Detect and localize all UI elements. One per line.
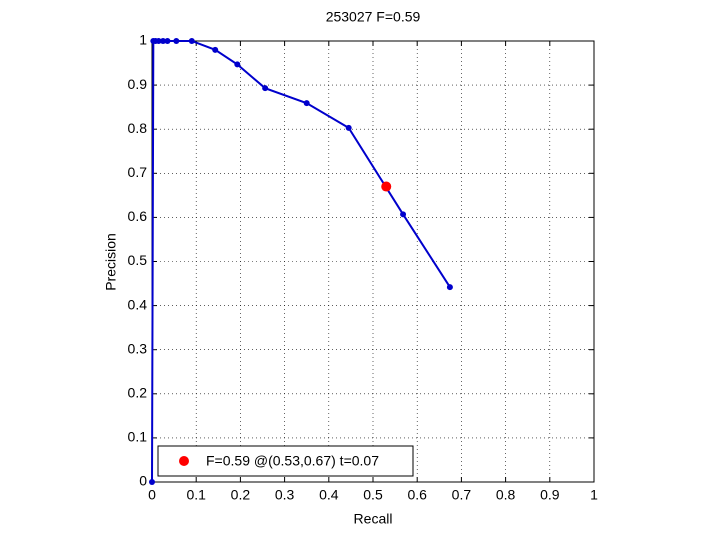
data-point bbox=[303, 100, 310, 107]
x-tick-label: 0.4 bbox=[319, 487, 339, 503]
x-tick-label: 0.5 bbox=[363, 487, 383, 503]
data-point bbox=[155, 38, 162, 44]
data-point bbox=[345, 124, 352, 131]
x-axis-label: Recall bbox=[354, 511, 393, 527]
x-tick-label: 0.2 bbox=[231, 487, 251, 503]
y-tick-label: 0.3 bbox=[128, 340, 148, 356]
data-point bbox=[173, 38, 180, 44]
y-axis-label: Precision bbox=[103, 233, 119, 291]
x-tick-label: 0.1 bbox=[186, 487, 206, 503]
y-tick-label: 0 bbox=[139, 473, 147, 489]
y-tick-label: 0.7 bbox=[128, 164, 148, 180]
y-tick-label: 0.6 bbox=[128, 208, 148, 224]
data-point bbox=[149, 479, 155, 485]
y-tick-label: 0.8 bbox=[128, 120, 148, 136]
data-point bbox=[188, 38, 195, 44]
data-point bbox=[212, 46, 219, 53]
data-point bbox=[262, 85, 269, 92]
y-tick-label: 1 bbox=[139, 32, 147, 48]
legend-box bbox=[157, 445, 414, 477]
x-tick-label: 0.3 bbox=[275, 487, 295, 503]
y-tick-label: 0.9 bbox=[128, 76, 148, 92]
x-tick-label: 1 bbox=[590, 487, 598, 503]
chart-title: 253027 F=0.59 bbox=[326, 9, 421, 25]
data-point bbox=[446, 284, 453, 291]
data-point bbox=[164, 38, 171, 44]
y-tick-label: 0.4 bbox=[128, 296, 148, 312]
x-tick-label: 0 bbox=[148, 487, 156, 503]
legend-marker bbox=[179, 456, 189, 466]
x-tick-label: 0.9 bbox=[540, 487, 560, 503]
y-tick-label: 0.1 bbox=[128, 429, 148, 445]
data-point bbox=[381, 181, 392, 192]
data-point bbox=[234, 61, 241, 68]
data-point bbox=[160, 38, 167, 44]
legend-label: F=0.59 @(0.53,0.67) t=0.07 bbox=[206, 453, 379, 469]
y-tick-label: 0.2 bbox=[128, 385, 148, 401]
x-tick-label: 0.6 bbox=[407, 487, 427, 503]
x-tick-label: 0.7 bbox=[452, 487, 472, 503]
data-point bbox=[400, 211, 407, 218]
y-tick-label: 0.5 bbox=[128, 252, 148, 268]
x-tick-label: 0.8 bbox=[496, 487, 516, 503]
